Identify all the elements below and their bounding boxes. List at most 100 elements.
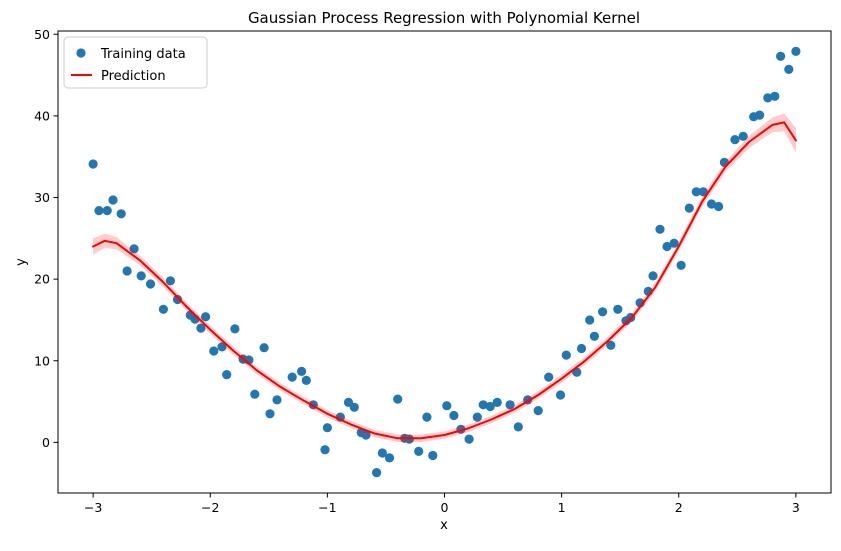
scatter-point [322,423,332,433]
scatter-point [196,323,206,333]
x-tick-label: 1 [558,500,566,515]
scatter-point [287,372,297,382]
scatter-point [492,397,502,407]
scatter-point [384,453,395,463]
scatter-point [361,430,371,440]
scatter-point [145,279,156,289]
scatter-point [585,315,595,325]
y-tick-label: 40 [34,108,50,123]
scatter-point [691,187,701,197]
scatter-point [136,271,146,281]
scatter-point [393,394,403,404]
confidence-band [93,113,796,443]
scatter-point [676,260,686,270]
scatter-point [730,135,740,145]
y-tick-label: 50 [34,27,50,42]
scatter-point [122,266,132,276]
scatter-point [464,434,474,444]
scatter-point [662,241,672,252]
axes-spines [57,30,832,494]
scatter-point [102,206,112,216]
scatter-point [301,375,311,385]
scatter-point [478,400,488,410]
scatter-point [165,276,175,286]
scatter-point [297,366,307,376]
x-axis-label: x [440,518,448,533]
scatter-point [544,372,554,382]
legend: Training data Prediction [63,36,208,89]
scatter-point [755,110,765,120]
scatter-point [655,224,665,234]
scatter-point [784,64,794,74]
scatter-point [320,445,330,455]
legend-prediction-label: Prediction [101,69,166,84]
scatter-point [791,46,801,57]
legend-training-data-label: Training data [100,47,186,62]
scatter-point [428,450,438,461]
scatter-point [94,206,104,216]
scatter-point [763,93,773,103]
scatter-point [88,159,98,169]
y-tick-label: 0 [42,435,50,450]
scatter-point [272,395,282,405]
scatter-point [116,209,126,219]
scatter-point [349,402,359,412]
scatter-point [442,401,452,411]
x-tick-label: 2 [675,500,683,515]
scatter-point [576,343,587,354]
x-tick-label: 0 [441,500,449,515]
y-tick-label: 10 [34,353,50,368]
scatter-point [217,342,227,352]
scatter-point [265,409,275,419]
chart-title: Gaussian Process Regression with Polynom… [248,9,640,27]
scatter-point [613,304,623,314]
y-axis-label: y [14,258,29,266]
scatter-point [706,199,717,209]
scatter-point [377,448,387,458]
scatter-point [422,412,432,422]
scatter-point [505,400,515,410]
scatter-point [449,410,459,421]
y-tick-label: 30 [34,190,50,205]
scatter-point [209,346,219,356]
scatter-point [738,131,748,141]
scatter-point [648,271,658,281]
scatter-point [770,91,780,101]
scatter-point [250,389,260,399]
scatter-point [606,340,616,350]
x-tick-label: −2 [201,500,219,515]
prediction-line [92,121,797,440]
scatter-point [561,350,571,360]
scatter-point [129,244,139,254]
y-tick-label: 20 [34,272,50,287]
scatter-point [372,468,382,478]
scatter-point [158,304,168,314]
scatter-point [172,294,183,305]
scatter-point [201,312,211,322]
x-tick-label: −1 [318,500,336,515]
scatter-point [598,307,608,317]
scatter-point [714,201,724,212]
legend-box [63,36,208,89]
scatter-point [485,401,495,412]
scatter-point [230,324,240,334]
scatter-point [108,195,118,205]
x-tick-label: −3 [84,500,102,515]
legend-training-data-marker-icon [76,48,86,58]
scatter-point [414,446,424,456]
x-tick-label: 3 [792,500,800,515]
scatter-point [698,187,708,197]
scatter-point [472,412,482,422]
scatter-point [533,406,543,416]
scatter-point [589,331,600,341]
scatter-point [776,51,786,61]
scatter-point [684,203,694,213]
scatter-point [555,390,566,400]
scatter-point [259,343,269,353]
scatter-point [222,370,232,380]
scatter-point [513,422,523,432]
scatter-point [669,238,679,248]
